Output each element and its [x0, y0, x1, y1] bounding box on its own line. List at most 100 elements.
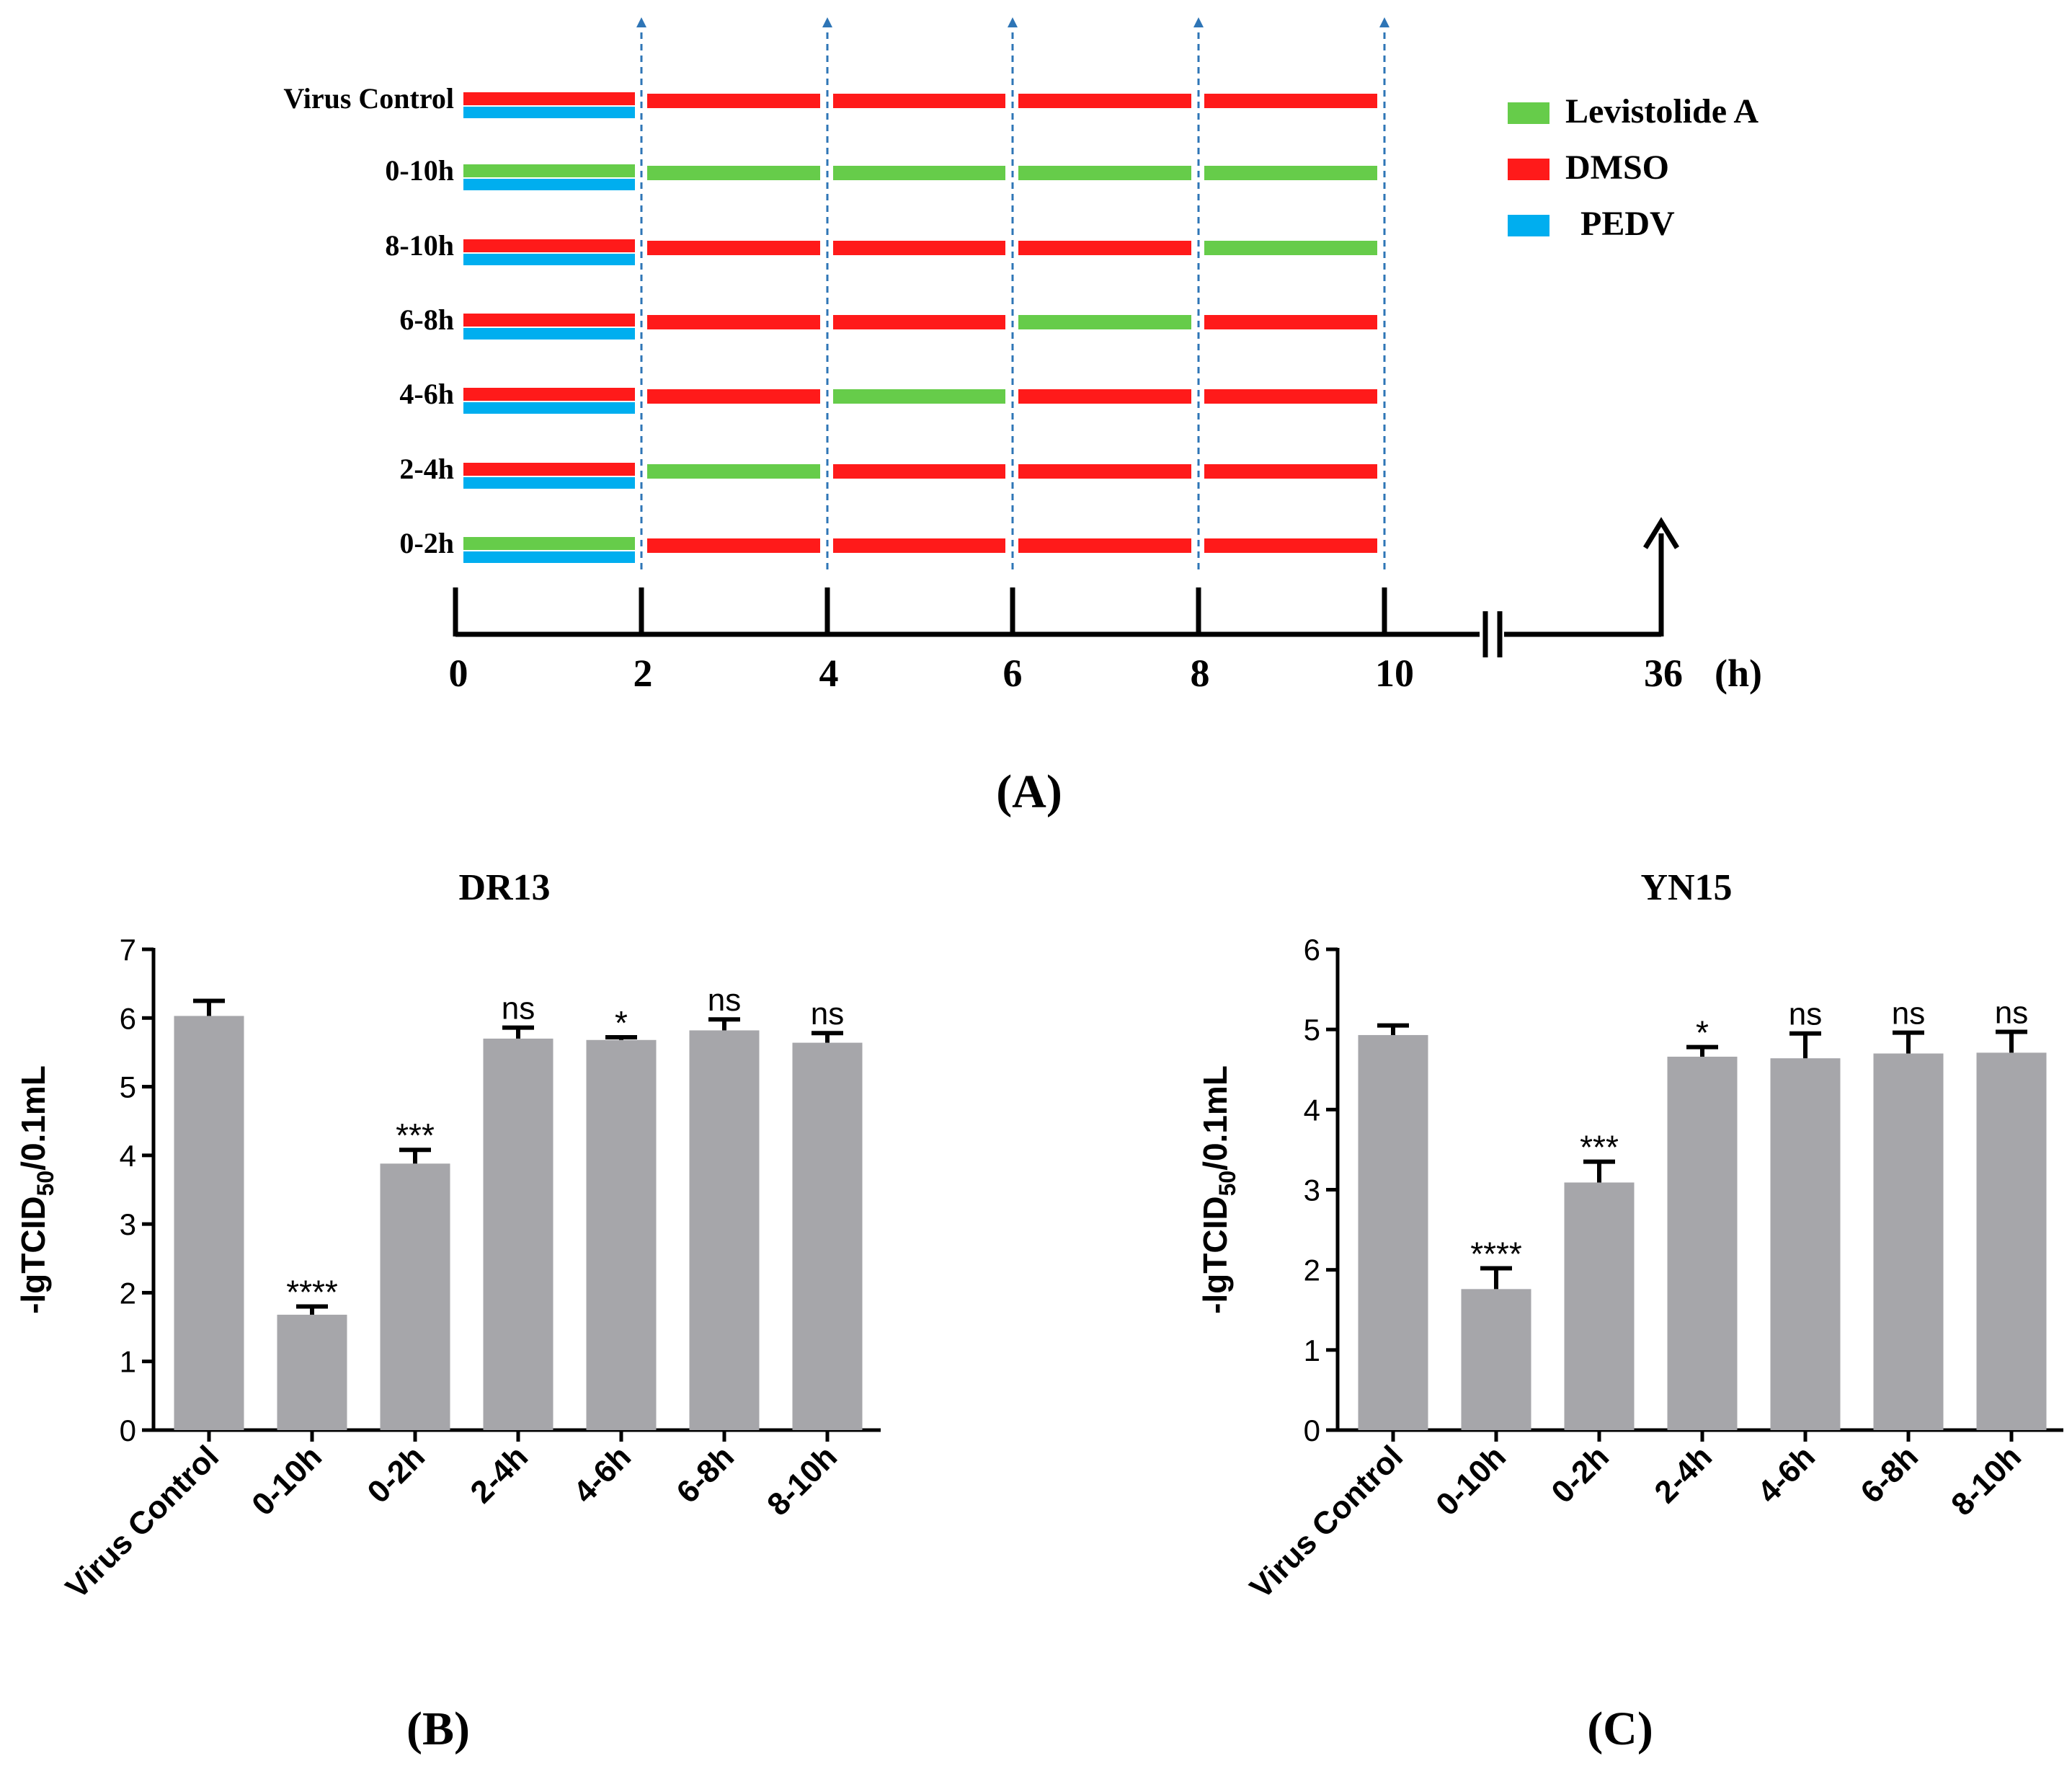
legend-label: DMSO — [1565, 148, 1669, 187]
y-axis-label-subscript: 50 — [1214, 1171, 1240, 1197]
treatment-bar-first — [463, 92, 635, 105]
y-tick-label: 3 — [120, 1207, 136, 1241]
treatment-bar-segment — [1204, 241, 1377, 255]
x-tick-label: 6-8h — [670, 1439, 741, 1510]
chart-title: DR13 — [458, 867, 550, 908]
y-tick-label: 6 — [120, 1001, 136, 1035]
bar — [1461, 1289, 1531, 1430]
treatment-bar-segment — [1018, 166, 1191, 180]
significance-label: *** — [1580, 1129, 1619, 1166]
treatment-bar-segment — [1204, 464, 1377, 479]
bar — [483, 1038, 553, 1430]
bar — [1564, 1182, 1635, 1430]
x-tick-label: 0-10h — [1429, 1439, 1513, 1522]
bar — [1358, 1034, 1428, 1430]
treatment-bar-segment — [1018, 241, 1191, 255]
treatment-bar-segment — [647, 538, 820, 553]
row-label: 0-2h — [399, 527, 454, 559]
x-tick-label: 0-2h — [360, 1439, 432, 1510]
y-tick-label: 6 — [1304, 933, 1320, 967]
pedv-bar — [463, 402, 635, 414]
time-tick-label: 8 — [1191, 652, 1210, 695]
x-tick-label: 0-10h — [245, 1439, 329, 1522]
legend-swatch — [1508, 159, 1549, 180]
y-tick-label: 7 — [120, 933, 136, 967]
y-tick-label: 4 — [120, 1139, 136, 1173]
y-tick-label: 3 — [1304, 1173, 1320, 1207]
legend-swatch — [1508, 102, 1549, 124]
row-label: 2-4h — [399, 453, 454, 485]
panel-c-chart: YN15 -lgTCID50/0.1mL 0 1 2 3 4 5 6 Virus Control *… — [1196, 867, 2063, 1606]
significance-label: **** — [1470, 1235, 1522, 1272]
y-tick-label: 1 — [1304, 1334, 1320, 1367]
treatment-bar-segment — [1204, 538, 1377, 553]
row-label: 0-10h — [385, 154, 454, 187]
y-tick-label: 2 — [120, 1276, 136, 1310]
treatment-bar-first — [463, 314, 635, 327]
x-tick-label: 2-4h — [463, 1439, 535, 1510]
x-tick-label: 8-10h — [760, 1439, 844, 1522]
panel-a-label: (A) — [996, 766, 1062, 818]
row-label: Virus Control — [283, 82, 454, 115]
x-tick-label: 0-2h — [1544, 1439, 1616, 1510]
time-tick-label: 0 — [449, 652, 468, 695]
bar — [1976, 1052, 2047, 1430]
y-tick-label: 4 — [1304, 1093, 1320, 1127]
time-unit-label: (h) — [1715, 652, 1762, 695]
treatment-bar-segment — [647, 315, 820, 329]
treatment-bar-segment — [1018, 315, 1191, 329]
treatment-bar-first — [463, 239, 635, 252]
time-tick-label: 6 — [1003, 652, 1023, 695]
bar — [174, 1016, 244, 1430]
y-tick-label: 2 — [1304, 1253, 1320, 1287]
y-tick-label: 0 — [120, 1414, 136, 1447]
row-label: 8-10h — [385, 229, 454, 262]
significance-label: ns — [811, 996, 844, 1031]
y-tick-label: 1 — [120, 1345, 136, 1379]
treatment-bar-segment — [1018, 538, 1191, 553]
pedv-bar — [463, 477, 635, 489]
bar — [1873, 1053, 1944, 1430]
treatment-bar-segment — [833, 315, 1005, 329]
time-tick-label: 10 — [1375, 652, 1414, 695]
y-tick-label: 0 — [1304, 1414, 1320, 1447]
pedv-bar — [463, 254, 635, 265]
time-tick-label: 4 — [819, 652, 839, 695]
treatment-bar-segment — [647, 389, 820, 404]
treatment-bar-segment — [833, 538, 1005, 553]
panel-b-label: (B) — [406, 1703, 470, 1755]
treatment-bar-segment — [647, 166, 820, 180]
chart-title: YN15 — [1640, 867, 1732, 908]
legend-label: Levistolide A — [1565, 92, 1758, 130]
treatment-bar-segment — [833, 389, 1005, 404]
y-tick-label: 5 — [1304, 1013, 1320, 1047]
significance-label: ns — [1995, 995, 2028, 1031]
panel-c-label: (C) — [1587, 1703, 1653, 1755]
treatment-bar-segment — [1018, 94, 1191, 108]
time-tick-label: 36 — [1644, 652, 1683, 695]
bar — [689, 1030, 760, 1430]
y-axis-label-tail: /0.1mL — [14, 1065, 52, 1171]
treatment-bar-first — [463, 164, 635, 177]
treatment-bar-segment — [647, 94, 820, 108]
treatment-bar-segment — [1204, 389, 1377, 404]
bar — [792, 1042, 863, 1430]
treatment-bar-first — [463, 388, 635, 401]
significance-label: ns — [1789, 997, 1822, 1032]
row-label: 4-6h — [399, 378, 454, 410]
treatment-bar-segment — [647, 241, 820, 255]
treatment-bar-first — [463, 537, 635, 550]
y-axis-label-main: -lgTCID — [14, 1196, 52, 1314]
significance-label: *** — [396, 1117, 435, 1154]
y-axis-label: -lgTCID50/0.1mL — [1196, 1065, 1240, 1314]
x-tick-label: Virus Control — [59, 1439, 226, 1605]
pedv-bar — [463, 551, 635, 563]
y-axis-label: -lgTCID50/0.1mL — [14, 1065, 58, 1314]
y-axis-label-main: -lgTCID — [1196, 1196, 1234, 1314]
legend-swatch — [1508, 215, 1549, 236]
treatment-bar-segment — [1204, 94, 1377, 108]
legend-label: PEDV — [1580, 205, 1675, 243]
bar — [277, 1314, 347, 1430]
significance-label: **** — [286, 1273, 338, 1310]
